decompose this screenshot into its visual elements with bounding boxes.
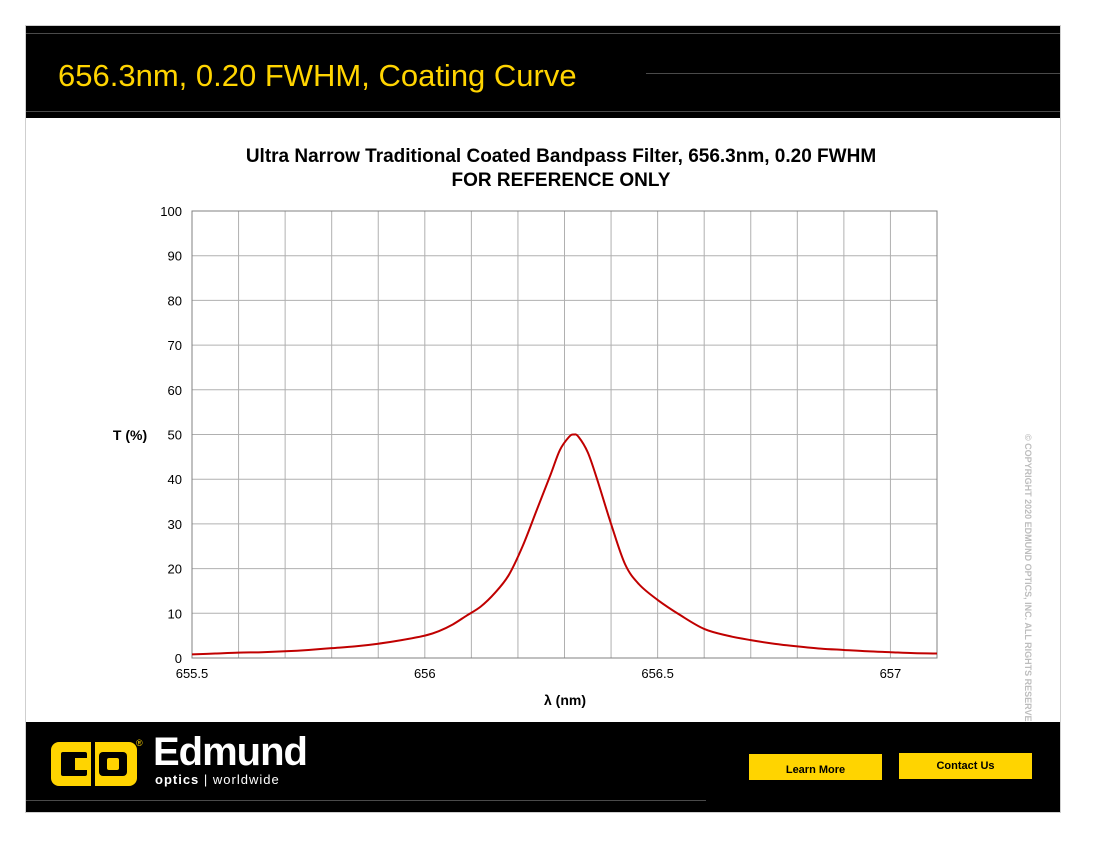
logo-name: Edmund	[153, 730, 308, 774]
y-tick-label: 50	[168, 428, 182, 443]
x-tick-label: 656	[414, 666, 436, 681]
y-tick-label: 60	[168, 383, 182, 398]
chart-subtitle: FOR REFERENCE ONLY	[452, 170, 671, 191]
footer-band: ® Edmund optics | worldwide Learn More C…	[26, 722, 1060, 812]
y-axis-ticks: 0 10 20 30 40 50 60 70 80 90 100	[160, 204, 182, 666]
page-title: 656.3nm, 0.20 FWHM, Coating Curve	[58, 58, 577, 93]
x-tick-label: 655.5	[176, 666, 209, 681]
x-tick-label: 656.5	[641, 666, 674, 681]
edmund-logo-icon	[51, 742, 137, 786]
y-tick-label: 30	[168, 517, 182, 532]
grid	[192, 210, 937, 659]
series-line	[191, 433, 938, 656]
header-rule-right	[646, 73, 1060, 74]
header-band: 656.3nm, 0.20 FWHM, Coating Curve	[26, 26, 1060, 118]
contact-us-button[interactable]: Contact Us	[899, 753, 1032, 779]
y-tick-label: 100	[160, 204, 182, 219]
logo-tagline: optics | worldwide	[155, 772, 280, 787]
y-tick-label: 20	[168, 562, 182, 577]
header-rule-bottom	[26, 111, 1060, 112]
logo-registered-mark: ®	[136, 738, 143, 748]
y-tick-label: 40	[168, 472, 182, 487]
slide: 656.3nm, 0.20 FWHM, Coating Curve Ultra …	[25, 25, 1061, 813]
x-axis-label: λ (nm)	[544, 692, 586, 708]
chart-title: Ultra Narrow Traditional Coated Bandpass…	[246, 146, 876, 167]
x-axis-ticks: 655.5 656 656.5 657	[176, 666, 902, 681]
x-tick-label: 657	[880, 666, 902, 681]
plot-frame	[191, 210, 938, 659]
learn-more-button[interactable]: Learn More	[749, 754, 882, 780]
y-tick-label: 0	[175, 651, 182, 666]
y-tick-label: 80	[168, 293, 182, 308]
logo-tagline-bold: optics	[155, 772, 200, 787]
y-tick-label: 70	[168, 338, 182, 353]
chart: Ultra Narrow Traditional Coated Bandpass…	[113, 146, 938, 708]
logo-tagline-rest: | worldwide	[199, 772, 280, 787]
y-tick-label: 90	[168, 249, 182, 264]
y-axis-label: T (%)	[113, 427, 147, 443]
footer-rule	[26, 800, 706, 801]
y-tick-label: 10	[168, 606, 182, 621]
header-rule-top	[26, 33, 1060, 34]
series	[191, 433, 938, 656]
copyright-watermark: © COPYRIGHT 2020 EDMUND OPTICS, INC. ALL…	[1023, 433, 1033, 729]
